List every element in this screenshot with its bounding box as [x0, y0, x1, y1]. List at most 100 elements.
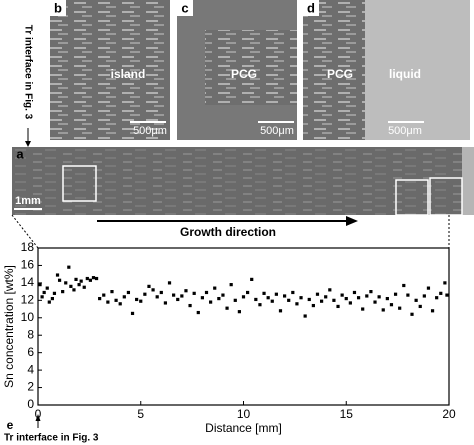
point	[79, 279, 83, 283]
point	[430, 309, 435, 313]
point	[254, 297, 258, 302]
point	[229, 283, 233, 287]
point	[42, 290, 46, 295]
point	[291, 290, 295, 295]
point	[88, 278, 93, 282]
region-label: island	[111, 67, 146, 81]
point	[225, 306, 229, 310]
panel-label: e	[7, 418, 14, 432]
point	[176, 297, 180, 302]
point	[332, 298, 336, 302]
point	[45, 286, 49, 290]
point	[258, 303, 262, 307]
point	[361, 307, 365, 311]
point	[439, 291, 443, 295]
top-note: Tr interface in Fig. 3	[22, 25, 33, 120]
panel-label: c	[181, 0, 188, 15]
point	[85, 276, 89, 281]
point	[365, 294, 369, 298]
point	[344, 296, 348, 301]
x-axis-label: Distance [mm]	[205, 421, 282, 435]
point	[381, 308, 385, 312]
point	[426, 286, 431, 290]
point	[445, 293, 449, 297]
point	[287, 298, 291, 302]
point	[278, 309, 283, 313]
point	[414, 298, 418, 302]
point	[369, 290, 373, 294]
point	[398, 306, 402, 310]
region-label: liquid	[389, 67, 421, 81]
point	[246, 290, 250, 295]
panel-label: a	[16, 146, 24, 161]
point	[299, 296, 303, 300]
liquid-region	[462, 147, 474, 215]
inset-box	[62, 165, 97, 202]
point	[69, 284, 73, 288]
point	[155, 295, 159, 299]
point	[303, 314, 307, 318]
region-label: PCG	[231, 67, 257, 81]
point	[192, 291, 196, 295]
x-tick-label: 5	[137, 407, 144, 421]
point	[422, 294, 426, 298]
inset-box	[429, 177, 463, 216]
point	[406, 293, 410, 297]
scale-label: 500μm	[388, 125, 422, 137]
inset-box	[395, 179, 429, 216]
point	[213, 286, 217, 290]
point	[319, 299, 324, 303]
point	[38, 283, 42, 287]
point	[40, 295, 44, 299]
y-tick-label: 0	[27, 397, 34, 411]
point	[172, 293, 176, 297]
point	[122, 295, 126, 299]
label-box	[50, 0, 66, 16]
micrograph-a	[12, 147, 474, 215]
point	[307, 297, 311, 302]
point	[135, 297, 139, 302]
point	[209, 300, 213, 304]
label-box	[177, 0, 193, 16]
point	[180, 294, 184, 298]
point	[151, 288, 155, 292]
scale-label: 500μm	[133, 125, 167, 137]
point	[377, 295, 381, 299]
point	[47, 300, 51, 304]
point	[315, 292, 320, 296]
point	[283, 294, 287, 298]
point	[410, 312, 414, 316]
point	[50, 296, 54, 301]
point	[139, 299, 143, 303]
y-tick-label: 6	[27, 345, 34, 359]
bottom-note: Tr interface in Fig. 3	[4, 433, 99, 444]
scale-label: 1mm	[15, 195, 41, 207]
point	[82, 285, 86, 289]
point	[91, 276, 96, 280]
x-tick-label: 0	[35, 407, 42, 421]
point	[217, 296, 221, 301]
point	[233, 298, 237, 302]
y-axis-label: Sn concentration [wt%]	[2, 265, 16, 388]
point	[241, 295, 246, 299]
y-tick-label: 12	[21, 293, 35, 307]
point	[74, 277, 78, 281]
plot-frame	[37, 247, 450, 406]
y-tick-label: 14	[21, 275, 35, 289]
x-tick-label: 20	[442, 407, 456, 421]
region-label: PCG	[327, 67, 353, 81]
point	[118, 302, 122, 306]
micrograph-b	[50, 0, 170, 140]
point	[200, 296, 204, 300]
point	[336, 304, 340, 309]
point	[348, 301, 352, 305]
point	[72, 288, 76, 292]
y-tick-label: 10	[21, 310, 35, 324]
point	[94, 276, 99, 281]
point	[102, 293, 106, 297]
point	[270, 299, 274, 303]
point	[55, 273, 60, 277]
point	[110, 290, 114, 294]
y-tick-label: 16	[21, 258, 35, 272]
micrograph-d	[303, 0, 365, 140]
